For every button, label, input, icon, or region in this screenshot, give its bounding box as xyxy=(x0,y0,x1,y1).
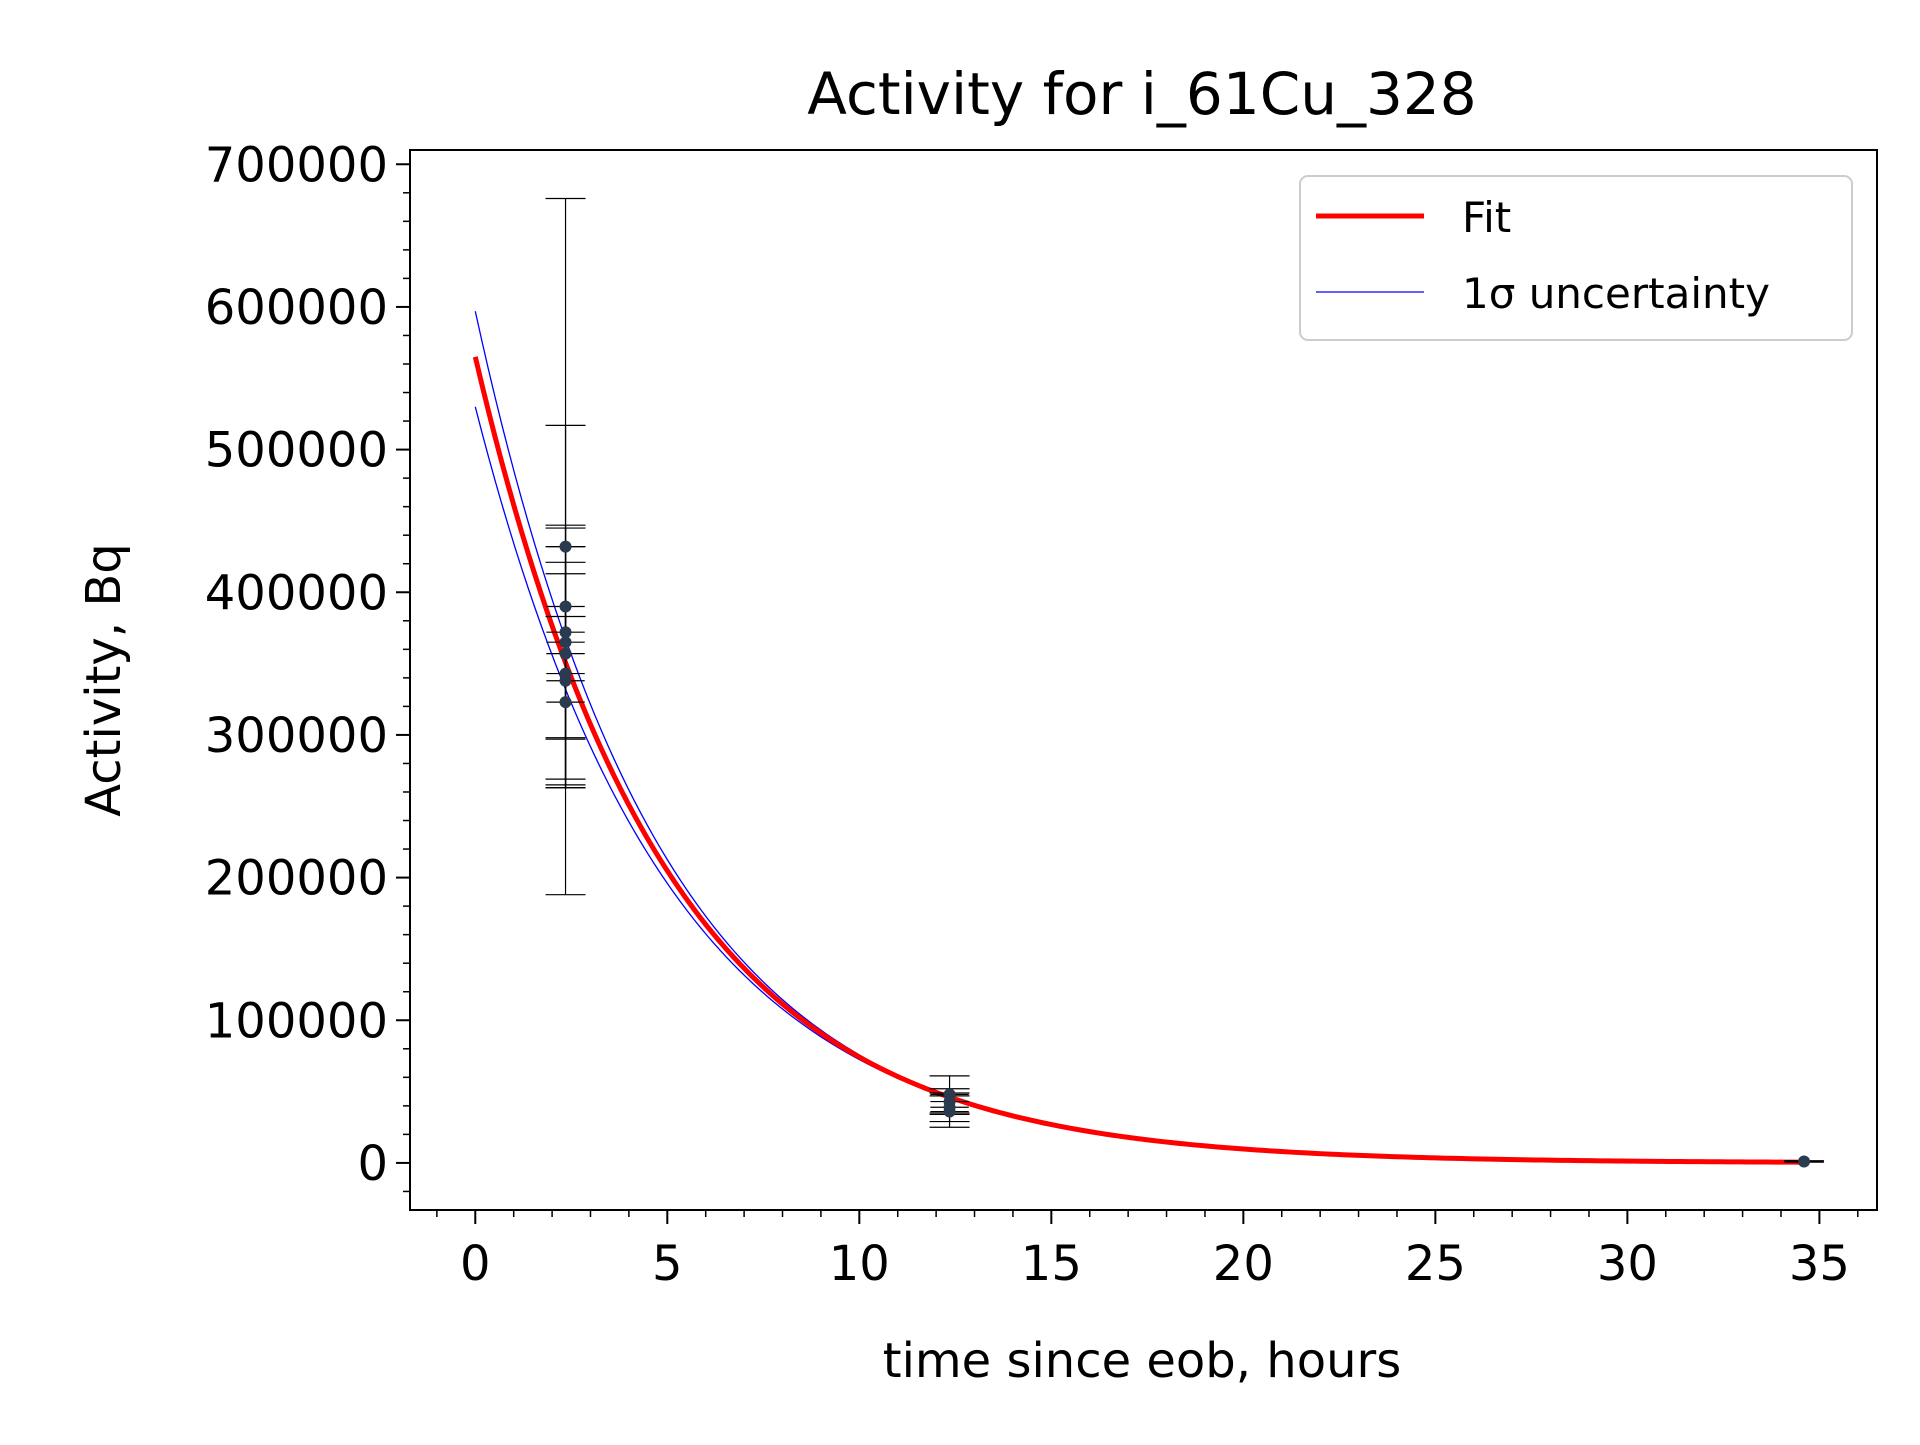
fit-layer xyxy=(472,356,1801,1165)
y-tick-label: 200000 xyxy=(205,851,388,907)
y-tick-label: 500000 xyxy=(205,423,388,479)
chart-title: Activity for i_61Cu_328 xyxy=(807,60,1476,128)
y-axis-label: Activity, Bq xyxy=(76,543,132,816)
y-tick-label: 600000 xyxy=(205,280,388,336)
x-axis-label: time since eob, hours xyxy=(883,1333,1401,1389)
data-point xyxy=(559,540,572,553)
x-tick-label: 15 xyxy=(1021,1236,1082,1292)
legend-fit-label: Fit xyxy=(1462,193,1511,242)
y-tick-label: 400000 xyxy=(205,565,388,621)
x-tick-label: 25 xyxy=(1405,1236,1466,1292)
y-tick-label: 0 xyxy=(357,1136,388,1192)
legend-box xyxy=(1299,175,1853,341)
x-tick-label: 5 xyxy=(652,1236,683,1292)
data-point xyxy=(559,636,572,649)
data-point xyxy=(559,696,572,709)
data-point xyxy=(943,1105,956,1118)
data-point xyxy=(559,647,572,660)
data-point xyxy=(559,626,572,639)
data-point xyxy=(1798,1155,1811,1168)
point-layer xyxy=(559,540,1811,1168)
data-point xyxy=(559,674,572,687)
x-tick-label: 30 xyxy=(1597,1236,1658,1292)
fit-line xyxy=(472,356,1801,1165)
plot-frame xyxy=(409,149,1878,1211)
data-point xyxy=(559,600,572,613)
x-tick-label: 35 xyxy=(1789,1236,1850,1292)
x-tick-label: 10 xyxy=(829,1236,890,1292)
ticks-layer: 0 5 10 15 20 25 30 35 0 100000 200000 300000 400000 5… xyxy=(205,137,1859,1292)
legend-uncertainty-label: 1σ uncertainty xyxy=(1462,269,1770,318)
y-tick-label: 100000 xyxy=(205,993,388,1049)
legend: Fit 1σ uncertainty xyxy=(1299,175,1853,341)
y-tick-label: 300000 xyxy=(205,708,388,764)
x-tick-label: 0 xyxy=(460,1236,491,1292)
x-tick-label: 20 xyxy=(1213,1236,1274,1292)
y-tick-label: 700000 xyxy=(205,137,388,193)
